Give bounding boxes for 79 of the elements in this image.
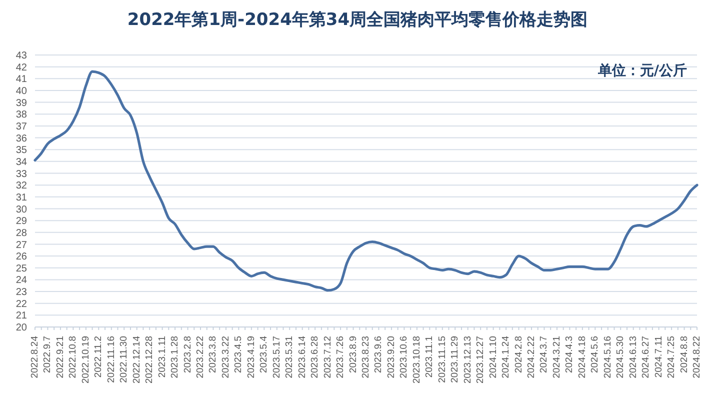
x-tick-label: 2023.5.4 [258, 336, 270, 373]
x-tick-label: 2024.3.7 [538, 336, 550, 373]
y-tick-label: 21 [16, 310, 28, 322]
x-tick-label: 2024.8.8 [678, 336, 690, 373]
y-tick-label: 43 [16, 50, 28, 62]
y-tick-label: 23 [16, 287, 28, 298]
x-tick-label: 2023.8.23 [360, 336, 372, 378]
x-tick-label: 2023.6.14 [296, 336, 308, 378]
annotation: 单位：元/公斤 [598, 62, 687, 80]
y-tick-label: 40 [16, 86, 28, 98]
x-tick-label: 2022.12.28 [144, 336, 156, 384]
y-tick-label: 33 [16, 168, 28, 180]
x-tick-label: 2022.10.8 [68, 336, 79, 378]
x-tick-label: 2024.5.6 [590, 336, 601, 373]
x-tick-label: 2024.5.16 [602, 336, 614, 378]
y-tick-label: 30 [16, 204, 28, 216]
x-tick-label: 2023.11.15 [436, 336, 448, 383]
x-tick-label: 2024.7.25 [666, 336, 678, 378]
x-tick-label: 2024.1.10 [488, 336, 499, 378]
y-tick-label: 34 [16, 156, 28, 168]
x-tick-label: 2023.2.22 [195, 336, 206, 378]
x-tick-label: 2022.11.2 [93, 336, 104, 378]
x-tick-label: 2022.11.30 [118, 336, 130, 383]
y-tick-label: 27 [16, 240, 28, 251]
x-tick-label: 2023.5.17 [271, 336, 282, 378]
x-tick-label: 2023.3.8 [208, 336, 219, 373]
y-tick-label: 20 [16, 322, 28, 334]
x-tick-label: 2022.12.14 [131, 336, 142, 384]
x-tick-label: 2023.9.20 [386, 336, 397, 378]
y-tick-label: 37 [16, 122, 28, 133]
y-tick-label: 42 [16, 62, 28, 74]
chart-title: 2022年第1周-2024年第34周全国猪肉平均零售价格走势图 [126, 9, 589, 31]
x-tick-label: 2023.9.6 [373, 336, 384, 373]
y-tick-label: 24 [16, 275, 28, 286]
x-tick-label: 2024.3.21 [551, 336, 562, 378]
x-tick-label: 2023.10.6 [398, 336, 410, 378]
x-tick-label: 2023.7.26 [335, 336, 346, 378]
x-tick-label: 2024.7.11 [653, 336, 664, 378]
x-tick-label: 2022.9.21 [54, 336, 66, 378]
y-tick-label: 26 [16, 252, 28, 263]
x-tick-label: 2023.11.1 [424, 336, 436, 378]
y-tick-label: 25 [16, 263, 28, 274]
y-tick-label: 36 [16, 133, 28, 144]
y-tick-label: 32 [16, 180, 28, 192]
x-tick-label: 2024.6.27 [640, 336, 652, 378]
x-tick-label: 2023.7.12 [322, 336, 334, 378]
y-tick-label: 31 [16, 192, 28, 204]
x-tick-label: 2024.1.24 [500, 336, 512, 378]
y-tick-label: 35 [16, 145, 28, 156]
x-tick-label: 2023.8.9 [348, 336, 359, 373]
x-tick-label: 2023.4.5 [233, 336, 244, 373]
y-tick-label: 29 [16, 216, 28, 228]
x-tick-label: 2022.9.7 [42, 336, 54, 373]
x-tick-label: 2024.6.13 [628, 336, 639, 378]
x-tick-label: 2023.3.22 [220, 336, 232, 378]
y-tick-label: 41 [16, 74, 28, 86]
x-tick-label: 2024.8.22 [692, 336, 702, 378]
y-tick-label: 39 [16, 98, 28, 109]
y-tick-label: 38 [16, 110, 28, 121]
y-tick-label: 22 [16, 298, 28, 310]
y-tick-label: 28 [16, 228, 28, 239]
x-tick-label: 2023.1.28 [170, 336, 181, 378]
x-tick-label: 2023.11.29 [450, 336, 461, 383]
x-tick-label: 2024.5.30 [615, 336, 626, 378]
x-tick-label: 2024.4.18 [576, 336, 588, 378]
x-tick-label: 2023.6.28 [310, 336, 321, 378]
x-tick-label: 2023.1.11 [156, 336, 168, 378]
x-tick-label: 2024.2.22 [526, 336, 537, 378]
x-tick-label: 2023.10.18 [411, 336, 422, 384]
x-tick-label: 2023.2.8 [182, 336, 194, 373]
x-tick-label: 2023.12.27 [475, 336, 486, 384]
x-tick-label: 2022.10.19 [80, 336, 92, 384]
x-tick-label: 2023.12.13 [462, 336, 474, 384]
x-tick-label: 2022.11.16 [106, 336, 117, 383]
x-tick-label: 2022.8.24 [30, 336, 40, 378]
x-tick-label: 2024.4.3 [564, 336, 576, 373]
x-tick-label: 2024.2.8 [513, 336, 524, 373]
x-tick-label: 2023.4.19 [246, 336, 257, 378]
x-tick-label: 2023.5.31 [284, 336, 296, 378]
